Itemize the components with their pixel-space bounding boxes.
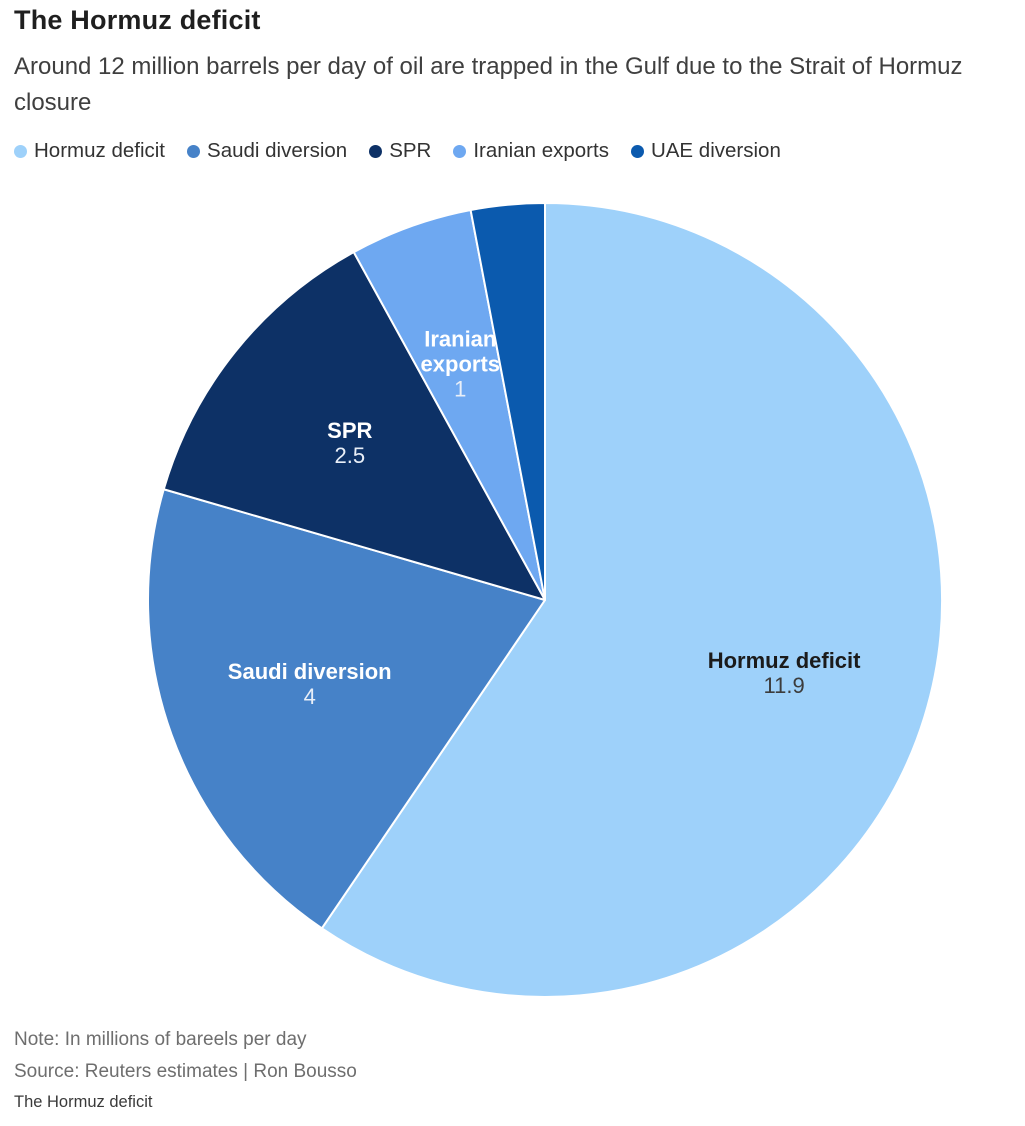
chart-note: Note: In millions of bareels per day bbox=[14, 1029, 307, 1050]
page-subtitle: Around 12 million barrels per day of oil… bbox=[14, 53, 963, 116]
legend-label: Saudi diversion bbox=[207, 139, 348, 162]
slice-value-label-spr: 2.5 bbox=[335, 443, 366, 468]
pie-slice-spr[interactable] bbox=[162, 251, 546, 601]
legend-label: Hormuz deficit bbox=[34, 139, 166, 162]
slice-value-label-saudi-diversion: 4 bbox=[304, 684, 316, 709]
chart-source: Source: Reuters estimates | Ron Bousso bbox=[14, 1061, 357, 1082]
legend-swatch-icon bbox=[14, 144, 27, 158]
slice-value-label-hormuz-deficit: 11.9 bbox=[764, 673, 805, 698]
slice-name-label-hormuz-deficit: Hormuz deficit bbox=[708, 648, 861, 673]
slice-value-label-iranian-exports: 1 bbox=[454, 377, 466, 402]
pie-slice-uae-diversion[interactable] bbox=[469, 202, 546, 601]
slice-name-label-iranian-exports: Iranian bbox=[424, 327, 496, 352]
legend-item-iranian-exports[interactable]: Iranian exports bbox=[453, 139, 609, 163]
legend-item-hormuz-deficit[interactable]: Hormuz deficit bbox=[14, 139, 165, 163]
pie-slice-hormuz-deficit[interactable] bbox=[320, 202, 943, 998]
legend-swatch-icon bbox=[630, 144, 644, 158]
legend-item-spr[interactable]: SPR bbox=[369, 139, 431, 163]
pie-chart-area: Hormuz deficit 11.9 Saudi diversion 4 SPR 2.5… bbox=[0, 190, 1025, 1020]
legend-label: SPR bbox=[389, 139, 432, 162]
legend-item-uae-diversion[interactable]: UAE diversion bbox=[630, 139, 781, 163]
slice-name-label-iranian-exports: exports bbox=[421, 352, 500, 377]
legend: Hormuz deficit Saudi diversion SPR Iranian … bbox=[14, 139, 781, 163]
slice-name-label-saudi-diversion: Saudi diversion bbox=[228, 659, 392, 684]
pie-slice-saudi-diversion[interactable] bbox=[146, 488, 546, 930]
page-title: The Hormuz deficit bbox=[14, 5, 261, 35]
legend-swatch-icon bbox=[369, 144, 383, 158]
chart-caption: The Hormuz deficit bbox=[14, 1093, 153, 1111]
legend-swatch-icon bbox=[187, 144, 201, 158]
slice-name-label-spr: SPR bbox=[327, 418, 372, 443]
legend-swatch-icon bbox=[453, 144, 467, 158]
legend-label: UAE diversion bbox=[650, 139, 781, 162]
legend-item-saudi-diversion[interactable]: Saudi diversion bbox=[187, 139, 347, 163]
legend-label: Iranian exports bbox=[473, 139, 609, 162]
